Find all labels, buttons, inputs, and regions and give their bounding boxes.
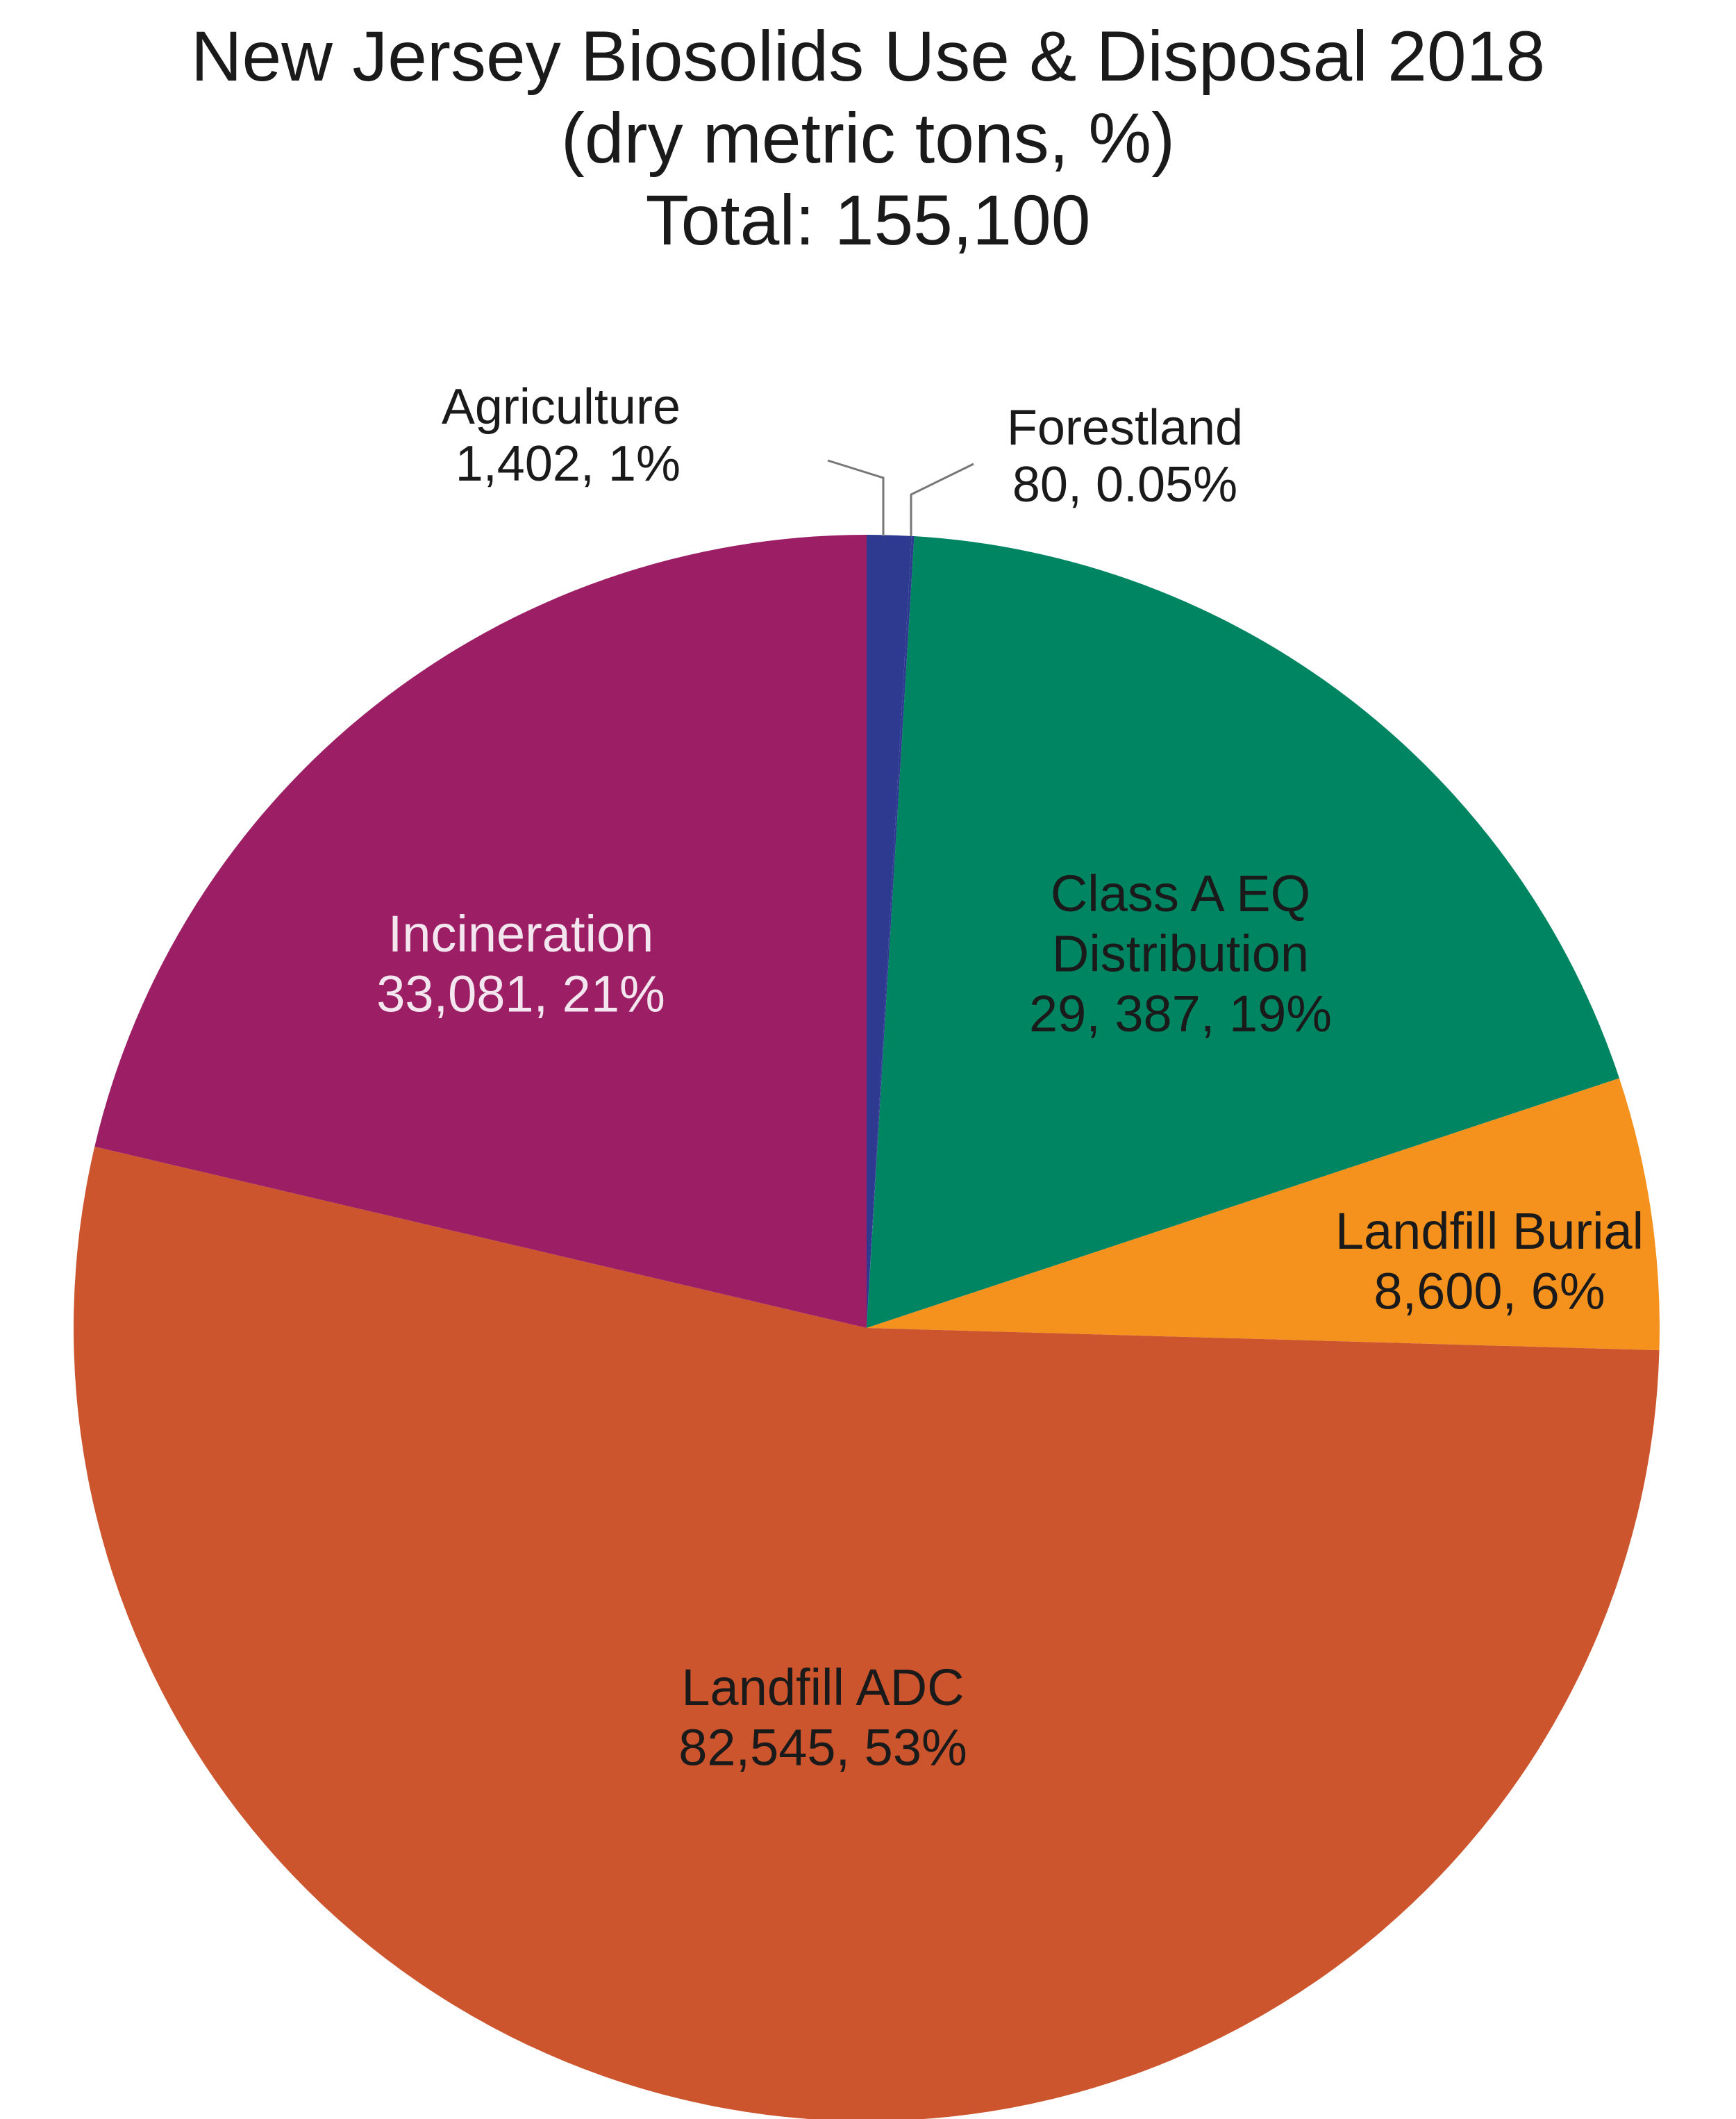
chart-title: New Jersey Biosolids Use & Disposal 2018	[190, 17, 1546, 96]
slice-label-line: Class A EQ	[1051, 865, 1310, 922]
slice-label-line: Forestland	[1007, 400, 1243, 456]
slice-label-line: Agriculture	[442, 379, 681, 435]
chart-title-block: New Jersey Biosolids Use & Disposal 2018…	[0, 15, 1736, 261]
slice-label-class-a-eq-distribution: Class A EQ Distribution 29, 387, 19%	[1029, 865, 1332, 1042]
slice-label-line: Landfill ADC	[681, 1659, 964, 1716]
pie-slice-forestland	[867, 535, 915, 1328]
slice-label-incineration: Incineration 33,081, 21%	[376, 905, 665, 1022]
slice-label-line: 80, 0.05%	[1012, 457, 1237, 513]
pie-slices	[74, 535, 1660, 2119]
slice-label-line: 1,402, 1%	[456, 436, 681, 492]
pie-slice-incineration	[94, 535, 867, 1328]
slice-label-landfill-burial: Landfill Burial 8,600, 6%	[1335, 1202, 1644, 1320]
pie-slice-class-a-eq-distribution	[867, 536, 1619, 1328]
slice-label-line: Incineration	[388, 905, 654, 963]
slice-label-agriculture: Agriculture 1,402, 1%	[442, 379, 681, 492]
slice-label-line: 29, 387, 19%	[1029, 985, 1332, 1042]
leader-line-forestland	[910, 463, 974, 536]
chart-total: Total: 155,100	[645, 181, 1091, 260]
slice-label-line: 82,545, 53%	[678, 1718, 967, 1776]
pie-labels: Agriculture 1,402, 1% Forestland 80, 0.05% C…	[376, 379, 1644, 1776]
pie-slice-landfill-burial	[867, 1078, 1660, 1351]
slice-label-line: Distribution	[1052, 924, 1309, 982]
slice-label-landfill-adc: Landfill ADC 82,545, 53%	[678, 1659, 967, 1776]
pie-slice-landfill-adc	[74, 1146, 1660, 2119]
pie-slice-agriculture	[867, 535, 912, 1328]
slice-label-forestland: Forestland 80, 0.05%	[1007, 400, 1243, 513]
chart-subtitle: (dry metric tons, %)	[560, 99, 1176, 178]
slice-label-line: 33,081, 21%	[376, 965, 665, 1022]
slice-label-line: 8,600, 6%	[1374, 1262, 1605, 1320]
leader-line-agriculture	[827, 459, 885, 536]
slice-label-line: Landfill Burial	[1335, 1202, 1644, 1260]
